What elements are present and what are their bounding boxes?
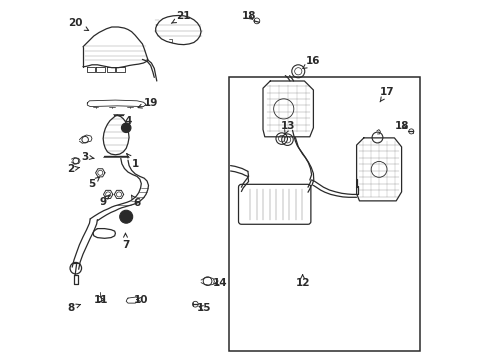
Polygon shape <box>96 169 105 177</box>
Text: 1: 1 <box>127 154 139 169</box>
Text: 6: 6 <box>131 195 141 208</box>
Text: 4: 4 <box>124 116 132 129</box>
Text: 10: 10 <box>133 294 148 305</box>
Polygon shape <box>114 190 123 198</box>
FancyBboxPatch shape <box>239 184 311 224</box>
Text: 20: 20 <box>69 18 89 31</box>
Text: 2: 2 <box>67 164 79 174</box>
Text: 16: 16 <box>303 56 320 68</box>
Text: 11: 11 <box>94 294 108 305</box>
Text: 3: 3 <box>81 152 94 162</box>
Text: 19: 19 <box>138 98 159 108</box>
Text: 7: 7 <box>122 233 129 250</box>
Text: 8: 8 <box>68 303 81 313</box>
Text: 18: 18 <box>242 11 256 21</box>
Bar <box>229 77 419 351</box>
Circle shape <box>120 210 133 223</box>
Text: 18: 18 <box>394 121 409 131</box>
Text: 15: 15 <box>196 303 211 313</box>
Polygon shape <box>103 190 113 198</box>
Text: 13: 13 <box>281 121 295 134</box>
Text: 17: 17 <box>380 87 394 102</box>
Text: 14: 14 <box>213 278 227 288</box>
Text: 12: 12 <box>295 275 310 288</box>
Text: 21: 21 <box>172 11 191 23</box>
Text: 9: 9 <box>99 195 109 207</box>
Text: 5: 5 <box>88 177 99 189</box>
Circle shape <box>122 123 131 132</box>
